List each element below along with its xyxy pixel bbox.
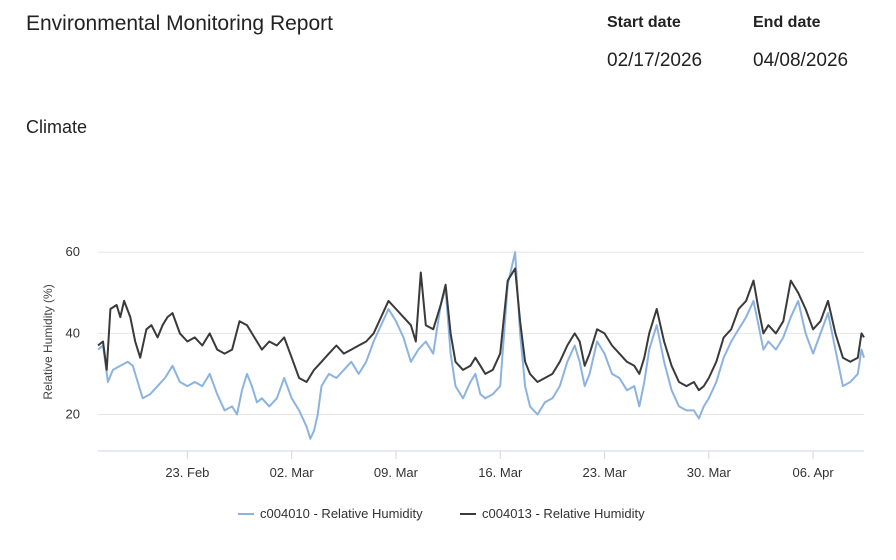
start-date-block: Start date 02/17/2026	[607, 14, 702, 72]
series-line-c004013	[97, 267, 865, 392]
x-tick-label: 23. Feb	[165, 465, 209, 480]
start-date-label: Start date	[607, 14, 681, 31]
x-tick-label: 02. Mar	[270, 465, 315, 480]
y-tick-label: 40	[66, 325, 80, 340]
grid-layer	[98, 251, 864, 415]
x-tick-label: 23. Mar	[582, 465, 627, 480]
end-date-value: 04/08/2026	[753, 50, 849, 71]
report-title: Environmental Monitoring Report	[26, 12, 333, 35]
y-tick-label: 20	[66, 406, 80, 421]
x-tick-label: 30. Mar	[687, 465, 732, 480]
axis-layer: 20 40 60 23. Feb 02. Mar 09. Mar 16. Mar 23. Ma…	[66, 244, 864, 480]
y-tick-label: 60	[66, 244, 80, 259]
x-tick-label: 09. Mar	[374, 465, 419, 480]
end-date-block: End date 04/08/2026	[753, 14, 848, 72]
section-title: Climate	[26, 117, 88, 137]
series-line-c004010	[97, 251, 865, 440]
start-date-value: 02/17/2026	[607, 50, 703, 71]
x-tick-label: 06. Apr	[792, 465, 834, 480]
legend[interactable]: c004010 - Relative Humidity c004013 - Rel…	[238, 506, 645, 521]
legend-item-label[interactable]: c004013 - Relative Humidity	[482, 506, 645, 521]
legend-item-label[interactable]: c004010 - Relative Humidity	[260, 506, 423, 521]
x-tick-label: 16. Mar	[478, 465, 523, 480]
end-date-label: End date	[753, 14, 821, 31]
series-layer	[97, 251, 865, 440]
y-axis-title: Relative Humidity (%)	[41, 284, 55, 399]
